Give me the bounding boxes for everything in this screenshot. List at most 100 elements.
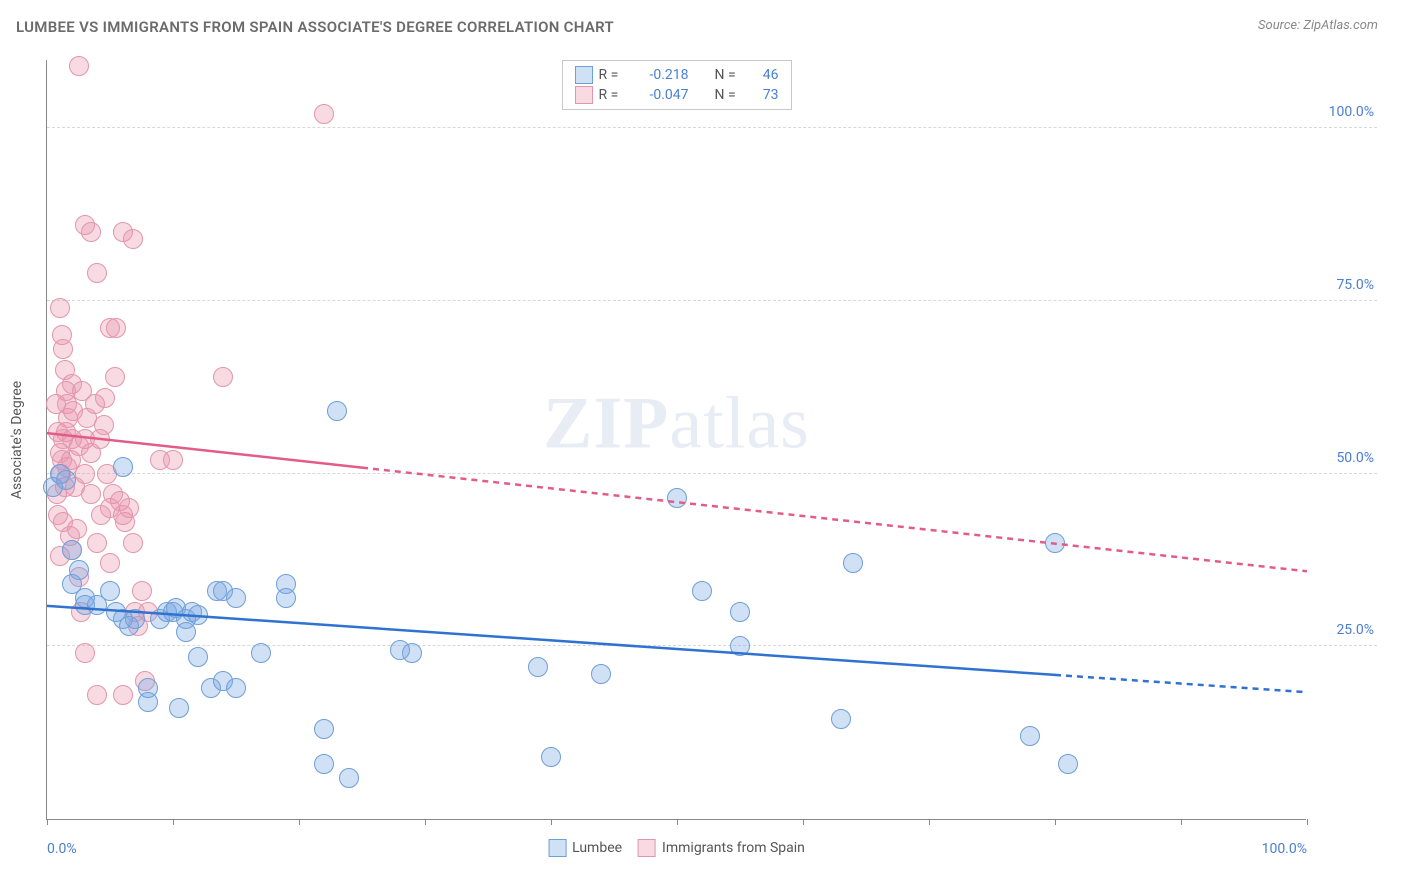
point-series-b: [132, 581, 152, 601]
point-series-a: [314, 719, 334, 739]
point-series-b: [50, 298, 70, 318]
legend-row: R = -0.047 N = 73: [575, 85, 779, 105]
point-series-a: [125, 609, 145, 629]
point-series-a: [62, 540, 82, 560]
x-tick: [551, 819, 552, 825]
legend-correlation: R =-0.218N =46R =-0.047N =73: [562, 60, 792, 110]
x-tick: [425, 819, 426, 825]
x-tick: [47, 819, 48, 825]
point-series-a: [314, 754, 334, 774]
legend-series-item: Lumbee: [548, 839, 622, 857]
point-series-a: [169, 698, 189, 718]
point-series-a: [528, 657, 548, 677]
x-tick-label: 0.0%: [47, 841, 77, 857]
point-series-b: [69, 56, 89, 76]
legend-n-label: N =: [715, 87, 743, 103]
y-tick-label: 75.0%: [1314, 277, 1374, 293]
x-tick: [299, 819, 300, 825]
point-series-a: [667, 488, 687, 508]
point-series-b: [106, 318, 126, 338]
point-series-a: [339, 768, 359, 788]
chart-title: LUMBEE VS IMMIGRANTS FROM SPAIN ASSOCIAT…: [16, 18, 614, 36]
legend-swatch: [575, 66, 593, 84]
point-series-b: [75, 464, 95, 484]
point-series-a: [43, 477, 63, 497]
x-tick: [1181, 819, 1182, 825]
point-series-a: [1045, 533, 1065, 553]
point-series-b: [95, 388, 115, 408]
point-series-b: [53, 339, 73, 359]
x-tick: [1055, 819, 1056, 825]
point-series-b: [91, 505, 111, 525]
legend-r-label: R =: [599, 87, 627, 103]
point-series-b: [67, 519, 87, 539]
point-series-b: [63, 401, 83, 421]
point-series-b: [81, 222, 101, 242]
point-series-a: [541, 747, 561, 767]
point-series-a: [276, 588, 296, 608]
point-series-b: [123, 533, 143, 553]
point-series-b: [314, 104, 334, 124]
point-series-a: [327, 401, 347, 421]
legend-swatch: [548, 839, 566, 857]
point-series-a: [226, 678, 246, 698]
gridline: [47, 645, 1377, 646]
legend-series-label: Immigrants from Spain: [662, 840, 805, 856]
legend-n-value: 73: [749, 87, 779, 103]
point-series-b: [163, 450, 183, 470]
point-series-b: [100, 553, 120, 573]
point-series-b: [87, 533, 107, 553]
point-series-a: [188, 647, 208, 667]
point-series-a: [176, 622, 196, 642]
legend-n-value: 46: [749, 67, 779, 83]
point-series-b: [72, 381, 92, 401]
point-series-a: [100, 581, 120, 601]
point-series-b: [105, 367, 125, 387]
y-tick-label: 50.0%: [1314, 450, 1374, 466]
point-series-a: [831, 709, 851, 729]
point-series-a: [226, 588, 246, 608]
point-series-a: [251, 643, 271, 663]
point-series-a: [591, 664, 611, 684]
legend-r-label: R =: [599, 67, 627, 83]
y-axis-title: Associate's Degree: [9, 380, 25, 498]
legend-series-item: Immigrants from Spain: [638, 839, 805, 857]
legend-series-label: Lumbee: [572, 840, 622, 856]
point-series-a: [730, 636, 750, 656]
point-series-b: [213, 367, 233, 387]
point-series-b: [113, 685, 133, 705]
x-tick-label: 100.0%: [1262, 841, 1307, 857]
gridline: [47, 473, 1377, 474]
point-series-a: [692, 581, 712, 601]
point-series-b: [48, 422, 68, 442]
point-series-b: [87, 263, 107, 283]
legend-r-value: -0.047: [633, 87, 689, 103]
point-series-b: [119, 498, 139, 518]
y-tick-label: 100.0%: [1314, 104, 1374, 120]
point-series-a: [843, 553, 863, 573]
point-series-b: [75, 643, 95, 663]
x-tick: [677, 819, 678, 825]
x-tick: [929, 819, 930, 825]
legend-n-label: N =: [715, 67, 743, 83]
point-series-b: [123, 229, 143, 249]
point-series-a: [730, 602, 750, 622]
point-series-a: [138, 678, 158, 698]
legend-series: Lumbee Immigrants from Spain: [548, 839, 805, 857]
gridline: [47, 127, 1377, 128]
x-tick: [173, 819, 174, 825]
gridline: [47, 300, 1377, 301]
legend-row: R =-0.218N =46: [575, 65, 779, 85]
source-label: Source: ZipAtlas.com: [1258, 18, 1378, 33]
legend-swatch: [638, 839, 656, 857]
y-tick-label: 25.0%: [1314, 622, 1374, 638]
legend-swatch: [575, 86, 593, 104]
watermark: ZIPatlas: [543, 382, 810, 467]
point-series-a: [188, 605, 208, 625]
plot-container: Associate's Degree 25.0%50.0%75.0%100.0%…: [46, 60, 1376, 820]
point-series-a: [1058, 754, 1078, 774]
point-series-a: [390, 640, 410, 660]
point-series-a: [113, 457, 133, 477]
x-tick: [803, 819, 804, 825]
point-series-a: [1020, 726, 1040, 746]
